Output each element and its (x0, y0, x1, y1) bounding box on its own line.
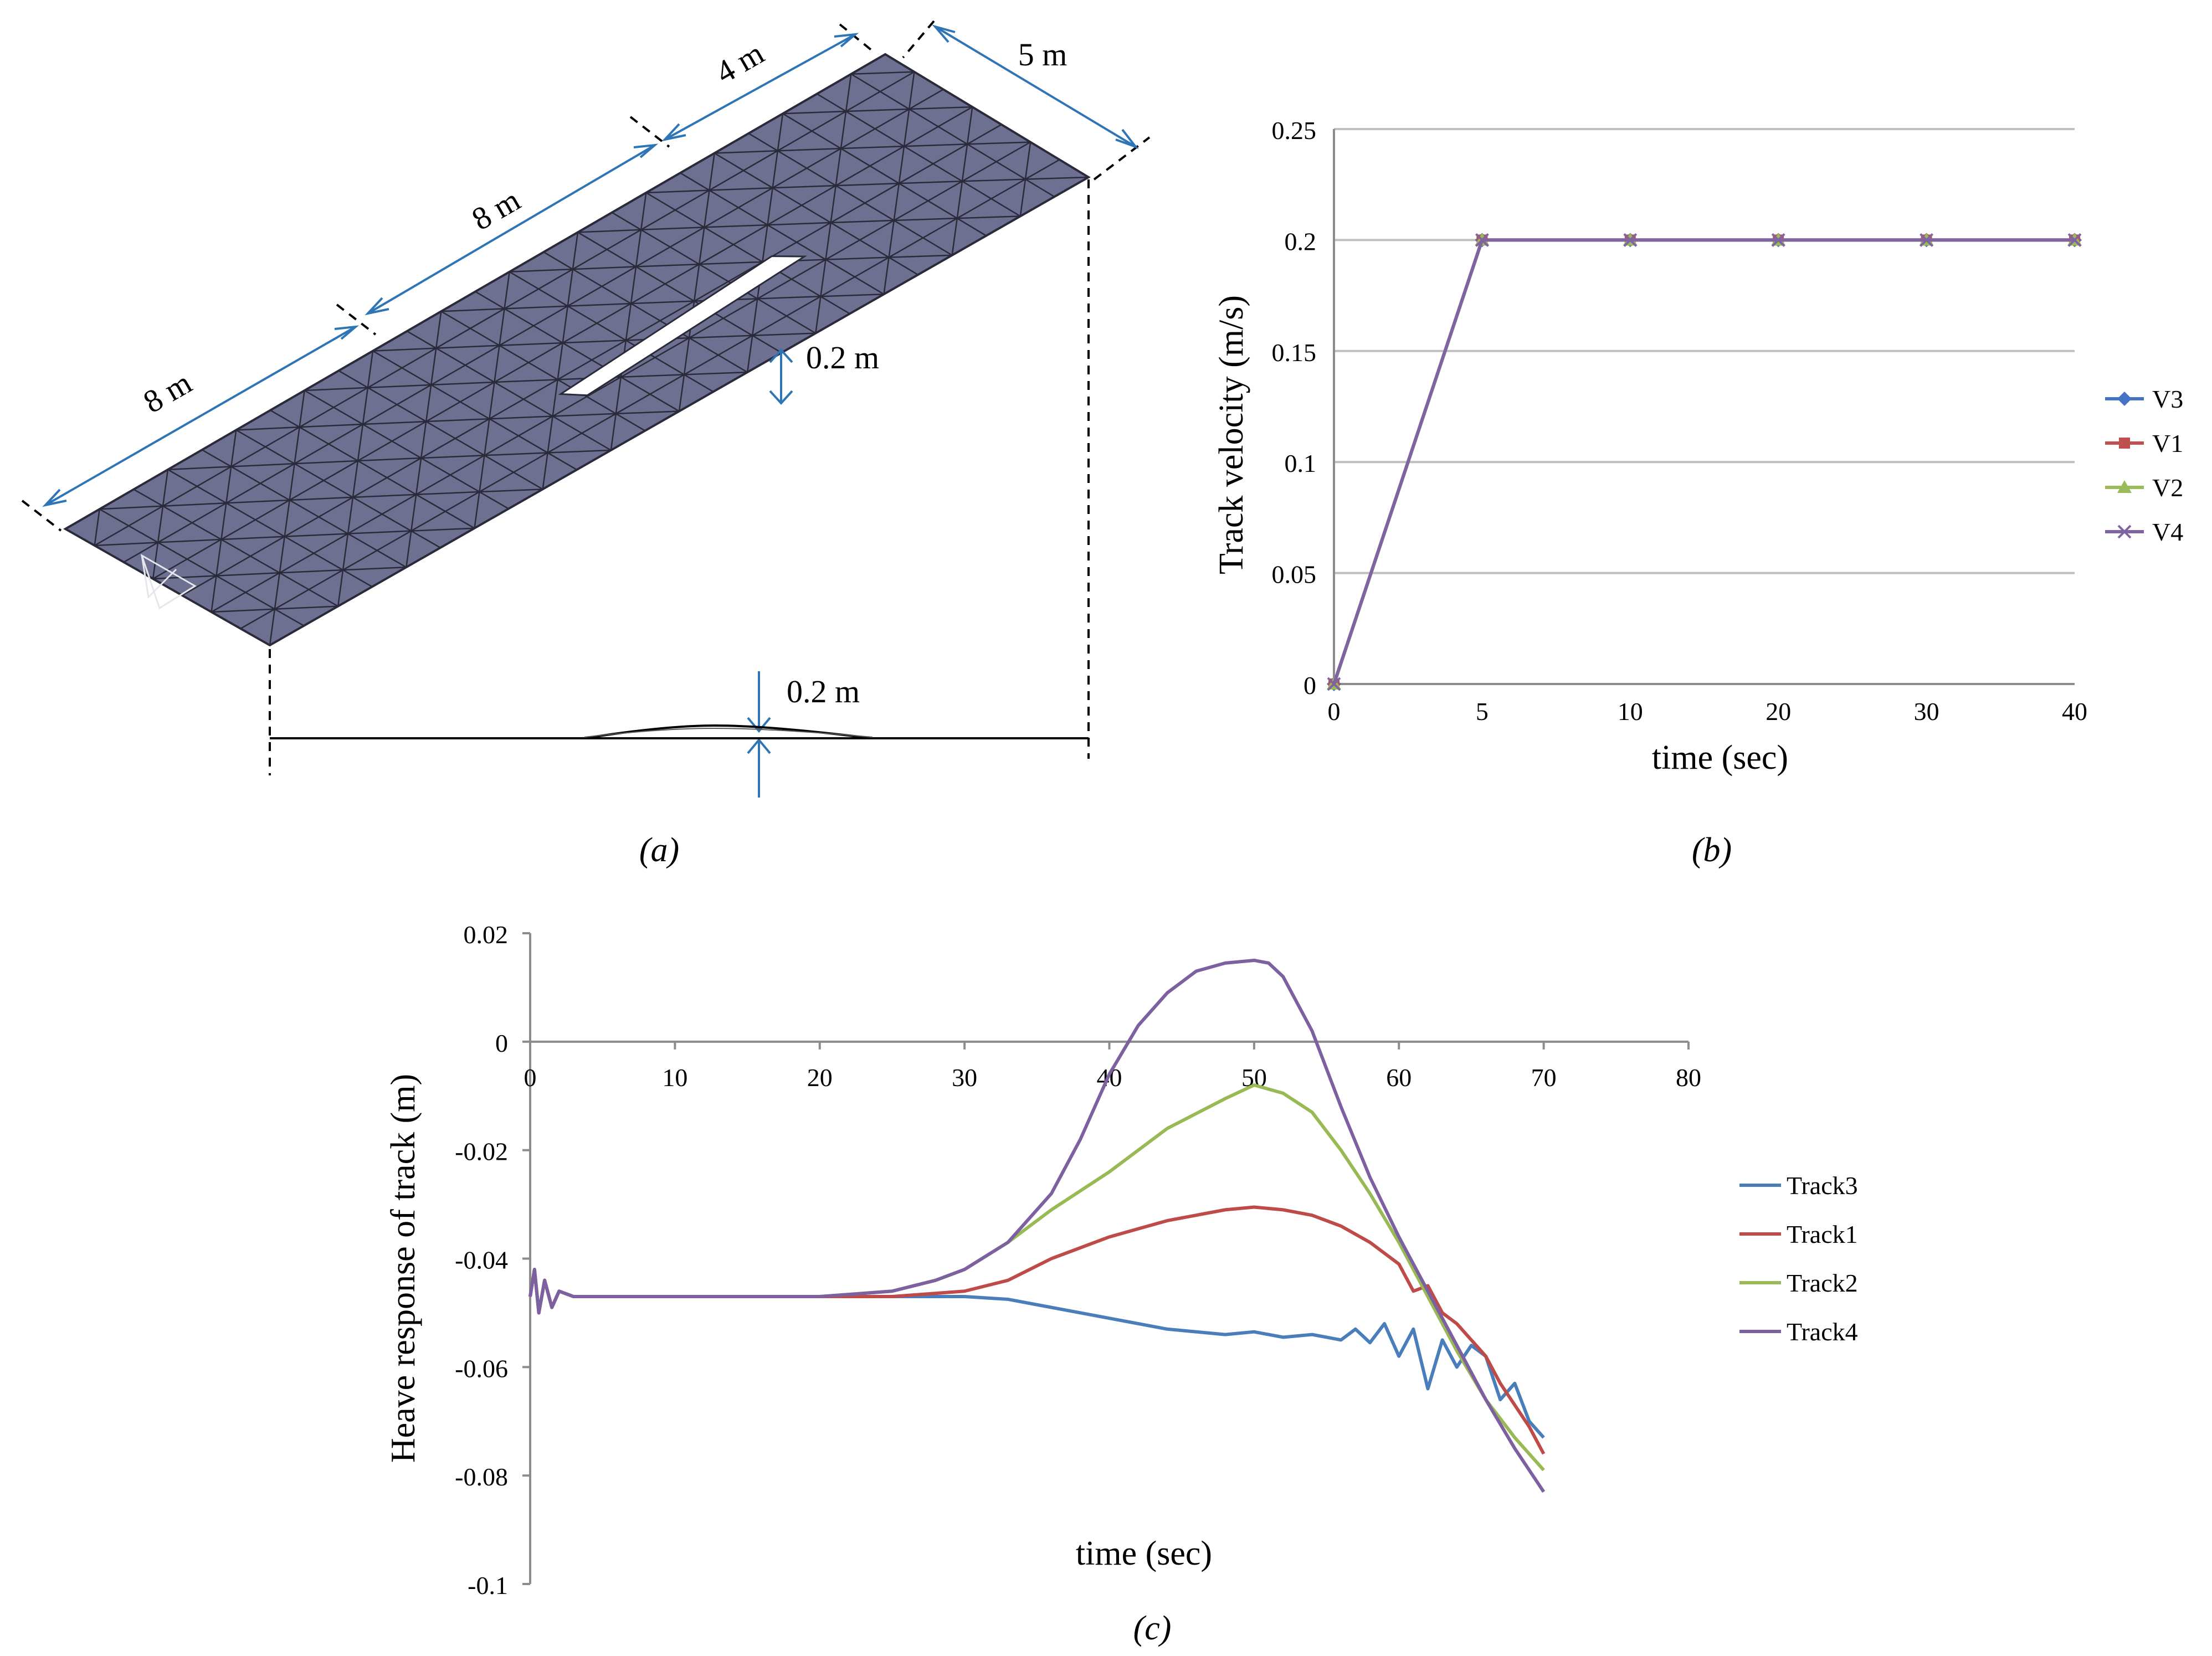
c-x-tick-label: 30 (952, 1063, 977, 1092)
b-x-tick-label: 40 (2062, 697, 2087, 726)
dim-label-width: 5 m (1018, 37, 1067, 73)
track-profile (270, 724, 1089, 739)
c-series-Track1 (528, 1205, 1546, 1455)
b-marker (1623, 233, 1638, 247)
panel-c-heave-chart: 0.020-0.02-0.04-0.06-0.08-0.1 0 10 20 30 40 5… (384, 920, 1858, 1647)
axis-triad-icon (141, 554, 197, 610)
b-marker (1327, 677, 1341, 691)
c-y-tick-label: -0.06 (455, 1354, 508, 1382)
c-legend-label: Track2 (1787, 1269, 1858, 1297)
b-series (1327, 233, 2082, 691)
track-mesh (63, 53, 1091, 647)
b-marker (1920, 233, 1934, 247)
c-series-Track3 (528, 1268, 1545, 1439)
c-y-tick-labels: 0.02 0 -0.02 -0.04 -0.06 -0.08 -0.1 (455, 920, 508, 1600)
c-legend-item: Track1 (1739, 1220, 1858, 1248)
mesh-lines (65, 53, 1089, 646)
c-x-tick-label: 70 (1531, 1063, 1557, 1092)
b-legend-item: V3 (2105, 385, 2183, 413)
b-legend-item: V2 (2105, 474, 2183, 502)
dim-label-hump-plan: 0.2 m (806, 340, 879, 376)
b-y-tick-labels: 0 0.05 0.1 0.15 0.2 0.25 (1272, 116, 1317, 700)
c-y-tick-label: -0.02 (455, 1138, 508, 1166)
panel-a-track-mesh: 8 m 8 m 4 m 5 m 0.2 m 0.2 m (a) (21, 20, 1151, 869)
c-x-tick-label: 20 (807, 1063, 833, 1092)
b-legend-label: V2 (2152, 474, 2183, 502)
b-marker (2117, 480, 2132, 493)
b-y-tick-label: 0.2 (1285, 227, 1317, 255)
b-legend-label: V1 (2152, 429, 2183, 457)
b-x-tick-label: 30 (1914, 697, 1939, 726)
caption-b: (b) (1692, 831, 1732, 869)
c-x-tick-label: 80 (1676, 1063, 1701, 1092)
b-x-tick-labels: 0 5 10 20 30 40 (1328, 697, 2088, 726)
c-y-axis-label: Heave response of track (m) (384, 1074, 422, 1463)
b-marker (1475, 233, 1489, 247)
c-legend-item: Track4 (1739, 1318, 1858, 1346)
c-x-tick-label: 0 (524, 1063, 537, 1092)
c-y-tick-label: -0.08 (455, 1463, 508, 1491)
c-y-tick-label: 0 (495, 1029, 508, 1057)
c-x-axis-label: time (sec) (1076, 1535, 1212, 1572)
b-y-axis-label: Track velocity (m/s) (1213, 295, 1250, 574)
c-legend-item: Track3 (1739, 1171, 1858, 1200)
b-legend-item: V4 (2105, 518, 2183, 546)
b-y-tick-label: 0.1 (1285, 449, 1317, 477)
panel-b-velocity-chart: 00.050.10.150.20.25 0 5 10 20 30 40 V3V1V2V4 … (1213, 116, 2183, 869)
b-y-tick-label: 0.15 (1272, 338, 1317, 367)
b-series-V4 (1327, 233, 2082, 691)
b-y-tick-label: 0.05 (1272, 560, 1317, 589)
c-legend-label: Track4 (1787, 1318, 1858, 1346)
b-marker (2117, 392, 2132, 406)
b-marker (2119, 438, 2130, 449)
b-marker (2067, 233, 2082, 247)
b-x-axis-label: time (sec) (1652, 739, 1788, 776)
b-legend: V3 V1 V2 V4 (2105, 385, 2183, 546)
b-y-tick-label: 0.25 (1272, 116, 1317, 145)
c-legend-item: Track2 (1739, 1269, 1858, 1297)
dim-label-seg2: 8 m (466, 182, 526, 238)
c-x-tick-label: 10 (662, 1063, 687, 1092)
c-y-tick-label: -0.1 (468, 1571, 508, 1600)
b-legend-label: V3 (2152, 385, 2183, 413)
dimension-arrows (42, 24, 1139, 798)
b-legend-label: V4 (2152, 518, 2183, 546)
b-legend-item: V1 (2105, 429, 2183, 457)
dim-label-seg3: 4 m (710, 35, 770, 91)
b-x-tick-label: 10 (1618, 697, 1643, 726)
c-series (528, 958, 1546, 1493)
b-marker (1771, 233, 1785, 247)
dim-label-hump-profile: 0.2 m (787, 673, 860, 709)
b-marker (2117, 524, 2132, 539)
c-axes (522, 932, 1690, 1585)
hump-slot (558, 255, 808, 397)
b-axes (1333, 129, 2075, 685)
b-x-tick-label: 0 (1328, 697, 1341, 726)
b-x-tick-label: 5 (1476, 697, 1489, 726)
caption-a: (a) (639, 831, 679, 869)
b-series-line (1332, 238, 2075, 685)
c-x-tick-labels: 0 10 20 30 40 50 60 70 80 (524, 1063, 1702, 1092)
c-legend-label: Track3 (1787, 1171, 1858, 1200)
c-x-tick-label: 60 (1386, 1063, 1412, 1092)
c-y-tick-label: -0.04 (455, 1246, 508, 1274)
c-series-Track4 (528, 958, 1546, 1493)
c-y-tick-label: 0.02 (464, 920, 509, 949)
b-x-tick-label: 20 (1766, 697, 1791, 726)
c-legend-label: Track1 (1787, 1220, 1858, 1248)
c-series-Track2 (528, 1083, 1545, 1472)
dimension-extension-lines (21, 20, 1151, 775)
b-y-tick-label: 0 (1303, 671, 1316, 700)
c-legend: Track3 Track1 Track2 Track4 (1739, 1171, 1858, 1346)
caption-c: (c) (1133, 1609, 1172, 1647)
dim-label-seg1: 8 m (137, 364, 198, 420)
